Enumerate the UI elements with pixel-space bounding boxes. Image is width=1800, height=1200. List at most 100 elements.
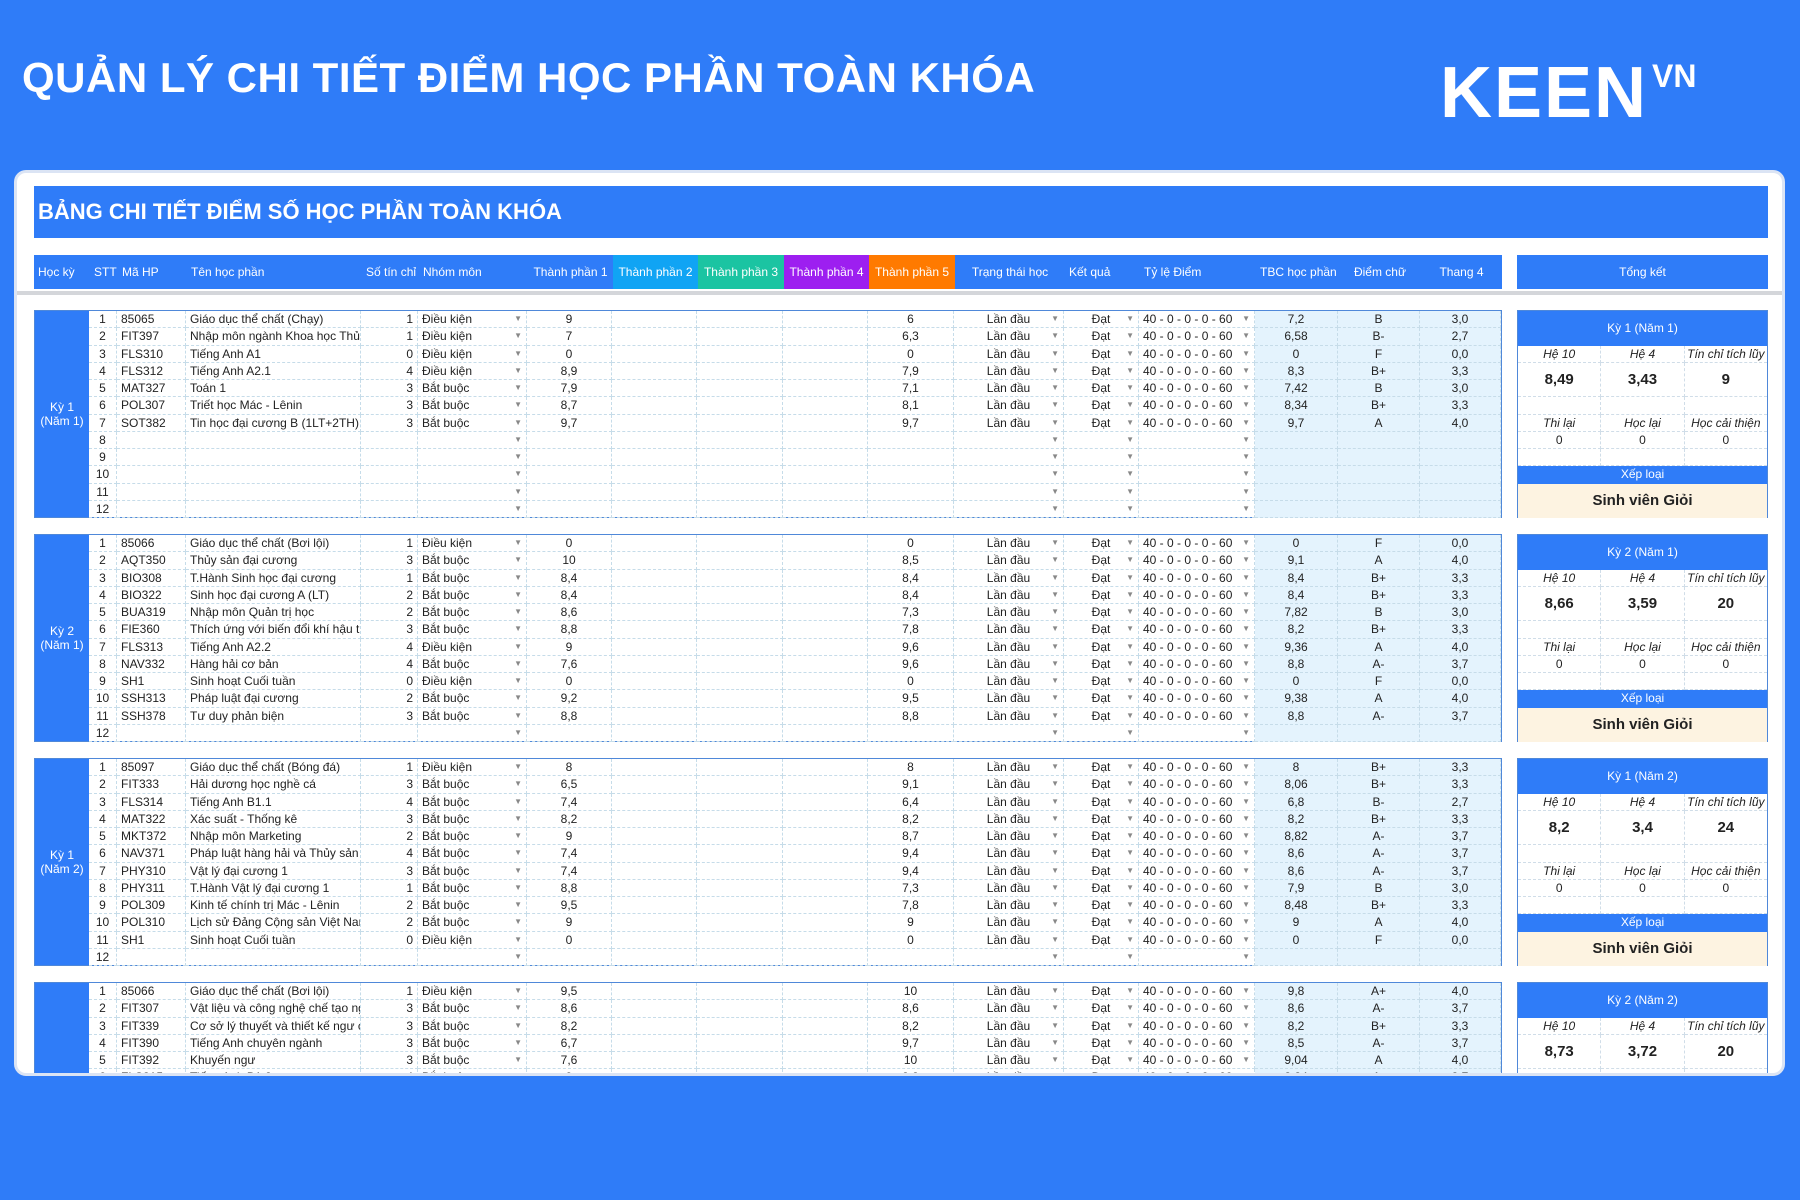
cell-study-status[interactable]: Lần đầu ▼ [954,1000,1064,1018]
cell-study-status[interactable]: Lần đầu ▼ [954,776,1064,794]
cell-result[interactable]: Đạt ▼ [1064,604,1139,622]
cell-result[interactable]: Đạt ▼ [1064,759,1139,777]
cell-score-ratio[interactable]: 40 - 0 - 0 - 0 - 60 ▼ [1139,897,1255,915]
cell-subject-group[interactable]: Bắt buộc ▼ [418,810,527,828]
cell-subject-group[interactable]: Bắt buộc ▼ [418,1069,527,1073]
chevron-down-icon[interactable]: ▼ [1126,503,1134,513]
chevron-down-icon[interactable]: ▼ [1051,658,1059,668]
cell-score-ratio[interactable]: 40 - 0 - 0 - 0 - 60 ▼ [1139,311,1255,329]
cell-score-ratio[interactable]: 40 - 0 - 0 - 0 - 60 ▼ [1139,397,1255,415]
chevron-down-icon[interactable]: ▼ [1051,986,1059,995]
cell-score-ratio[interactable]: 40 - 0 - 0 - 0 - 60 ▼ [1139,1000,1255,1018]
chevron-down-icon[interactable]: ▼ [1051,417,1059,427]
cell-score-ratio[interactable]: ▼ [1139,449,1255,467]
cell-score-ratio[interactable]: 40 - 0 - 0 - 0 - 60 ▼ [1139,604,1255,622]
chevron-down-icon[interactable]: ▼ [1051,365,1059,375]
chevron-down-icon[interactable]: ▼ [1126,676,1134,685]
chevron-down-icon[interactable]: ▼ [1242,917,1250,927]
chevron-down-icon[interactable]: ▼ [1051,831,1059,840]
cell-subject-group[interactable]: Điều kiện ▼ [418,638,527,656]
chevron-down-icon[interactable]: ▼ [514,796,522,806]
cell-subject-group[interactable]: Điều kiện ▼ [418,311,527,329]
chevron-down-icon[interactable]: ▼ [514,624,522,634]
chevron-down-icon[interactable]: ▼ [1242,417,1250,427]
chevron-down-icon[interactable]: ▼ [1242,331,1250,341]
cell-subject-group[interactable]: Điều kiện ▼ [418,328,527,346]
cell-study-status[interactable]: Lần đầu ▼ [954,638,1064,656]
cell-result[interactable]: Đạt ▼ [1064,690,1139,708]
chevron-down-icon[interactable]: ▼ [1126,555,1134,565]
chevron-down-icon[interactable]: ▼ [1126,762,1134,771]
cell-subject-group[interactable]: Bắt buộc ▼ [418,1052,527,1070]
chevron-down-icon[interactable]: ▼ [1242,727,1250,737]
cell-score-ratio[interactable]: 40 - 0 - 0 - 0 - 60 ▼ [1139,535,1255,553]
cell-result[interactable]: Đạt ▼ [1064,586,1139,604]
chevron-down-icon[interactable]: ▼ [1242,1055,1250,1064]
cell-score-ratio[interactable]: 40 - 0 - 0 - 0 - 60 ▼ [1139,690,1255,708]
cell-result[interactable]: ▼ [1064,466,1139,484]
cell-study-status[interactable]: Lần đầu ▼ [954,414,1064,432]
cell-subject-group[interactable]: Bắt buộc ▼ [418,380,527,398]
chevron-down-icon[interactable]: ▼ [1051,383,1059,392]
chevron-down-icon[interactable]: ▼ [1051,676,1059,685]
chevron-down-icon[interactable]: ▼ [1242,865,1250,875]
cell-study-status[interactable]: Lần đầu ▼ [954,1052,1064,1070]
cell-subject-group[interactable]: ▼ [418,483,527,501]
chevron-down-icon[interactable]: ▼ [1051,1055,1059,1064]
chevron-down-icon[interactable]: ▼ [1242,934,1250,944]
cell-study-status[interactable]: Lần đầu ▼ [954,862,1064,880]
cell-study-status[interactable]: Lần đầu ▼ [954,586,1064,604]
chevron-down-icon[interactable]: ▼ [1242,555,1250,565]
chevron-down-icon[interactable]: ▼ [1126,624,1134,634]
cell-study-status[interactable]: ▼ [954,449,1064,467]
cell-score-ratio[interactable]: 40 - 0 - 0 - 0 - 60 ▼ [1139,638,1255,656]
chevron-down-icon[interactable]: ▼ [1126,986,1134,995]
chevron-down-icon[interactable]: ▼ [514,951,522,961]
chevron-down-icon[interactable]: ▼ [1242,762,1250,771]
chevron-down-icon[interactable]: ▼ [1126,658,1134,668]
chevron-down-icon[interactable]: ▼ [1126,348,1134,358]
chevron-down-icon[interactable]: ▼ [1126,917,1134,927]
chevron-down-icon[interactable]: ▼ [514,658,522,668]
cell-study-status[interactable]: Lần đầu ▼ [954,707,1064,725]
chevron-down-icon[interactable]: ▼ [514,1037,522,1047]
chevron-down-icon[interactable]: ▼ [1126,452,1134,461]
chevron-down-icon[interactable]: ▼ [1051,469,1059,479]
chevron-down-icon[interactable]: ▼ [514,900,522,909]
chevron-down-icon[interactable]: ▼ [514,417,522,427]
cell-subject-group[interactable]: Bắt buộc ▼ [418,879,527,897]
cell-result[interactable]: Đạt ▼ [1064,397,1139,415]
chevron-down-icon[interactable]: ▼ [1051,848,1059,858]
cell-subject-group[interactable]: Bắt buộc ▼ [418,862,527,880]
cell-subject-group[interactable]: Bắt buộc ▼ [418,552,527,570]
chevron-down-icon[interactable]: ▼ [1051,331,1059,341]
cell-score-ratio[interactable]: 40 - 0 - 0 - 0 - 60 ▼ [1139,345,1255,363]
chevron-down-icon[interactable]: ▼ [1242,641,1250,651]
chevron-down-icon[interactable]: ▼ [1051,796,1059,806]
cell-score-ratio[interactable]: 40 - 0 - 0 - 0 - 60 ▼ [1139,759,1255,777]
chevron-down-icon[interactable]: ▼ [514,314,522,323]
chevron-down-icon[interactable]: ▼ [514,710,522,720]
chevron-down-icon[interactable]: ▼ [514,848,522,858]
chevron-down-icon[interactable]: ▼ [1126,779,1134,789]
chevron-down-icon[interactable]: ▼ [1242,1020,1250,1030]
chevron-down-icon[interactable]: ▼ [1051,951,1059,961]
cell-result[interactable]: Đạt ▼ [1064,328,1139,346]
cell-result[interactable]: Đạt ▼ [1064,1052,1139,1070]
chevron-down-icon[interactable]: ▼ [514,641,522,651]
cell-study-status[interactable]: Lần đầu ▼ [954,552,1064,570]
chevron-down-icon[interactable]: ▼ [1051,624,1059,634]
chevron-down-icon[interactable]: ▼ [1126,538,1134,547]
chevron-down-icon[interactable]: ▼ [1051,572,1059,582]
chevron-down-icon[interactable]: ▼ [1051,486,1059,496]
cell-result[interactable]: Đạt ▼ [1064,897,1139,915]
chevron-down-icon[interactable]: ▼ [1126,314,1134,323]
chevron-down-icon[interactable]: ▼ [1242,1037,1250,1047]
chevron-down-icon[interactable]: ▼ [1126,710,1134,720]
cell-subject-group[interactable]: Bắt buộc ▼ [418,828,527,846]
chevron-down-icon[interactable]: ▼ [514,865,522,875]
cell-score-ratio[interactable]: 40 - 0 - 0 - 0 - 60 ▼ [1139,586,1255,604]
cell-subject-group[interactable]: Điều kiện ▼ [418,673,527,691]
chevron-down-icon[interactable]: ▼ [1126,641,1134,651]
cell-result[interactable]: ▼ [1064,449,1139,467]
